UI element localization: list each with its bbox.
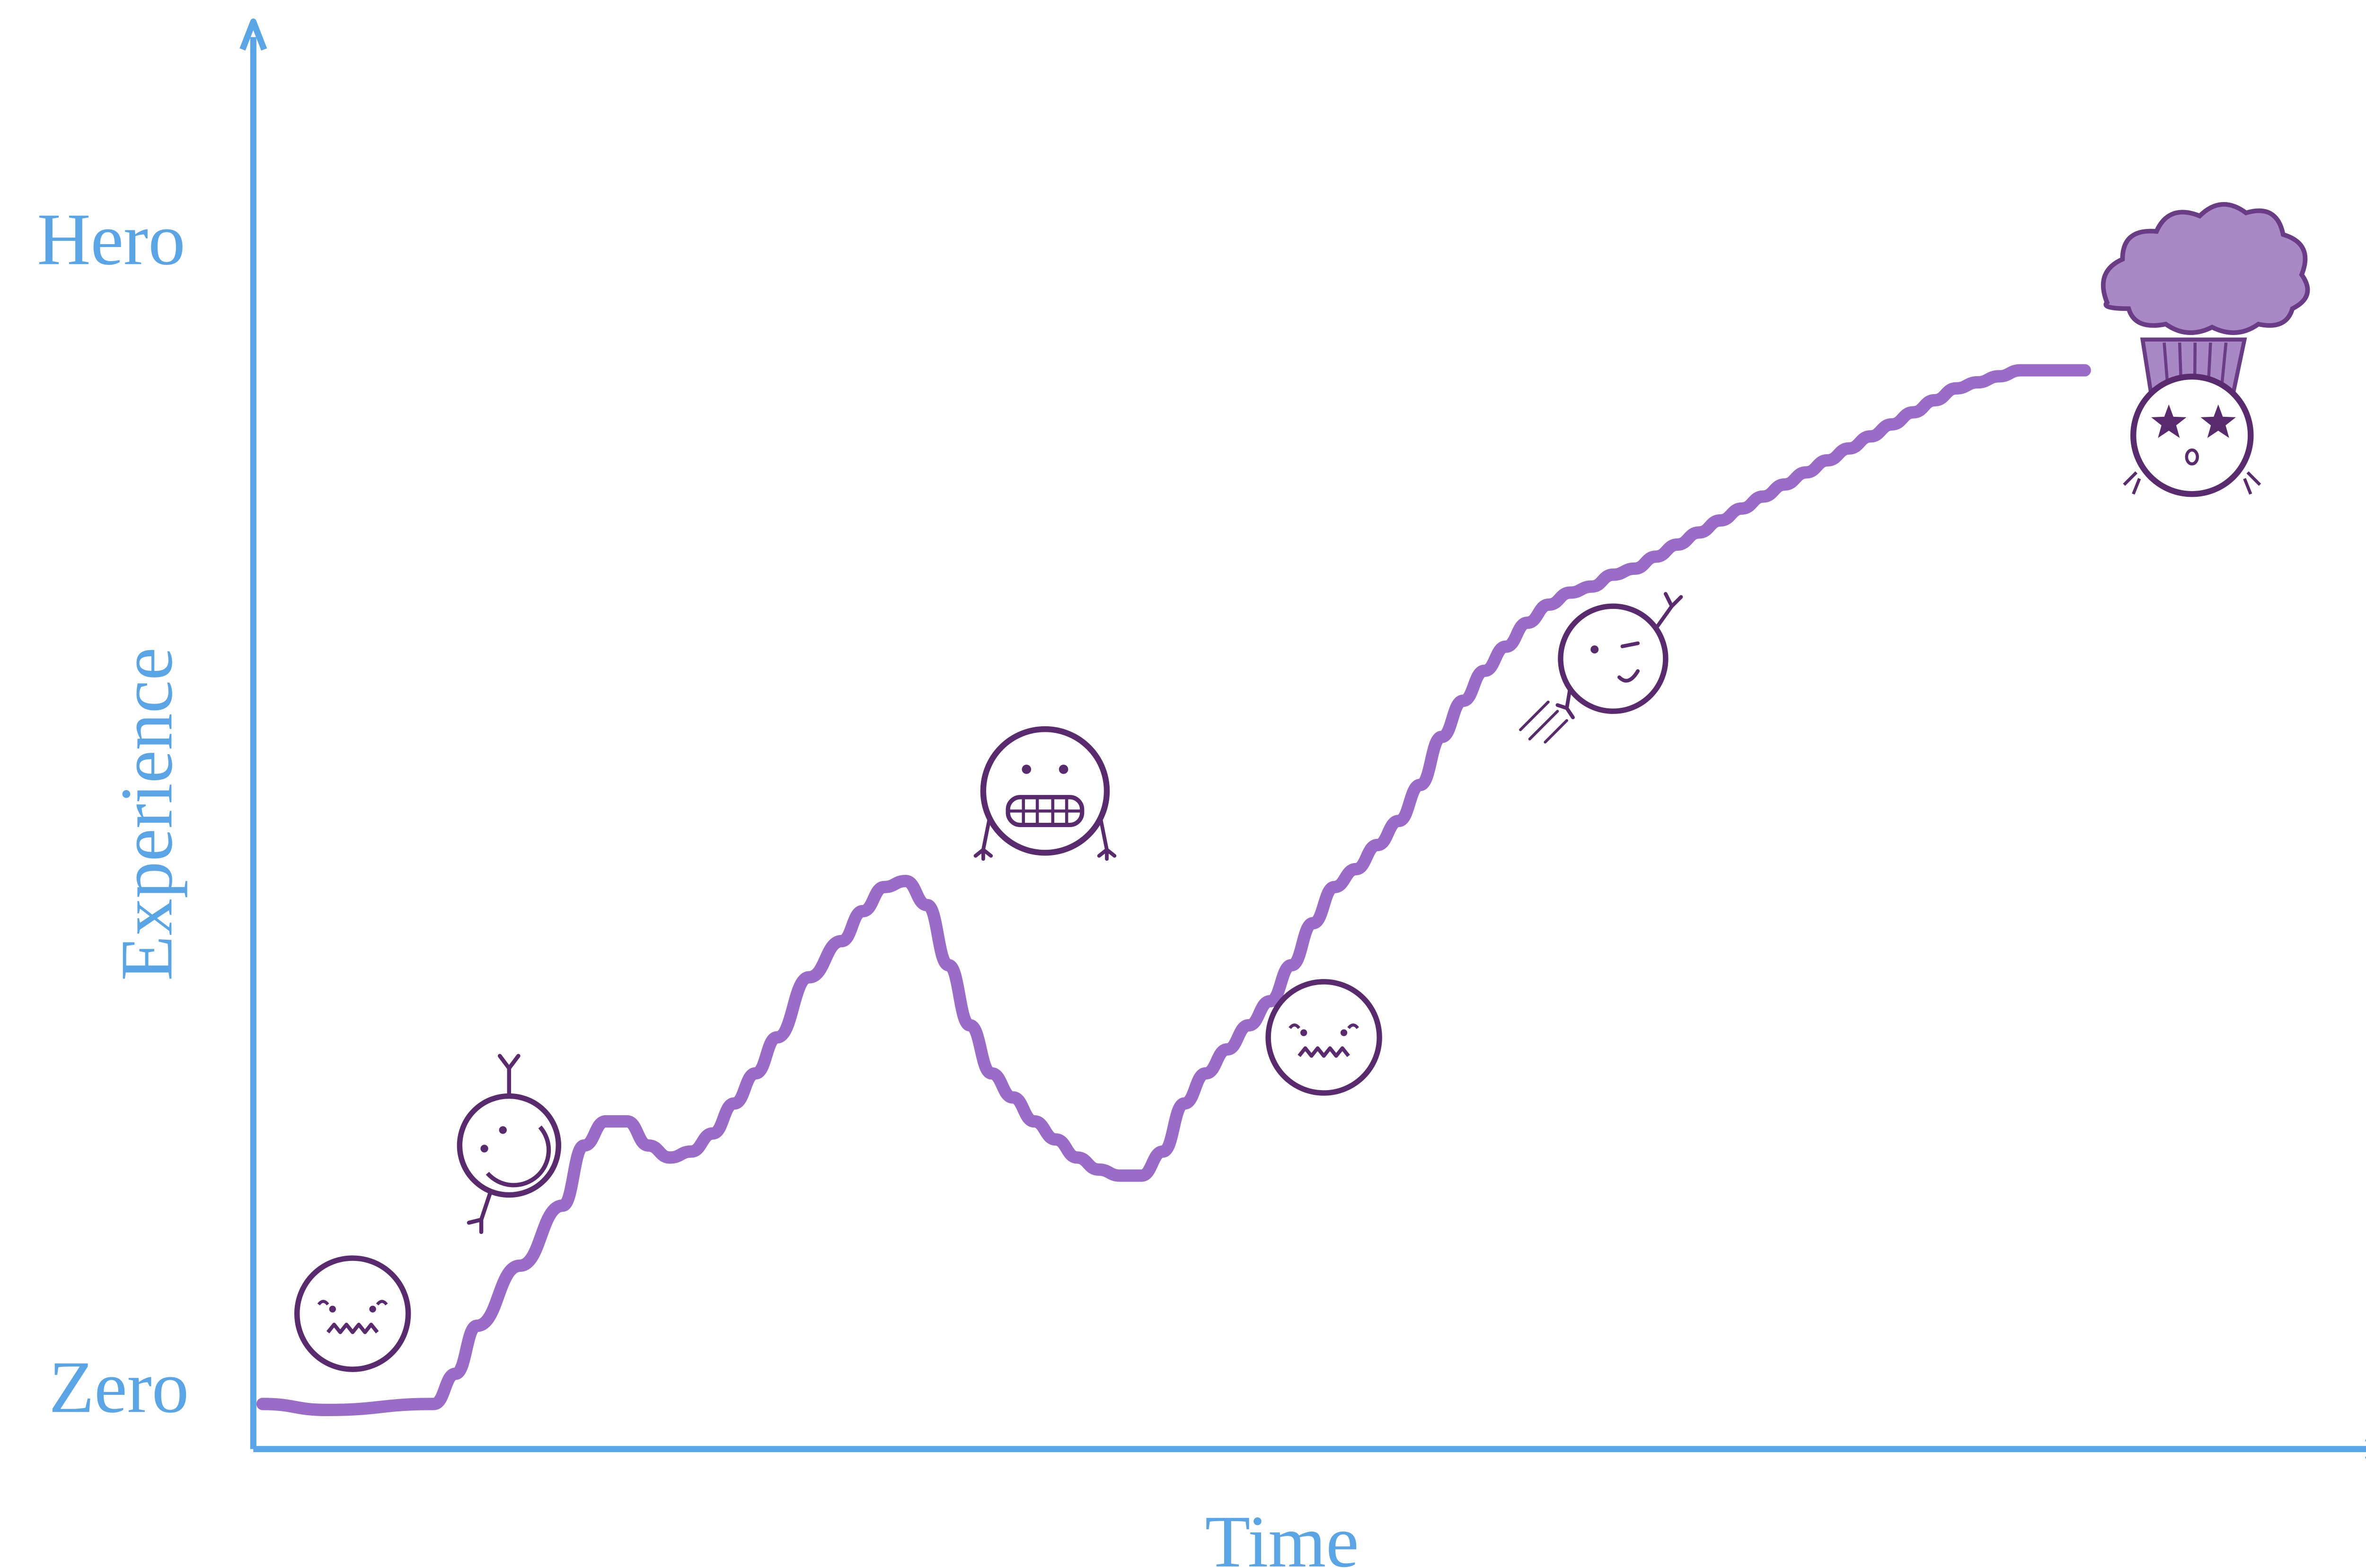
series-line	[256, 364, 2091, 1417]
winking-running-face-icon	[1519, 592, 1683, 744]
exploding-head-star-eyes-icon	[2101, 202, 2310, 497]
worried-face-icon	[294, 1255, 411, 1372]
annotation-icons	[294, 202, 2310, 1372]
grimacing-face-icon	[973, 726, 1117, 861]
x-axis-label: Time	[1205, 1500, 1359, 1568]
y-axis-arrowhead	[239, 18, 267, 51]
y-axis-label: Experience	[105, 647, 187, 981]
ytick-label-zero: Zero	[49, 1346, 189, 1428]
upside-down-waving-face-icon	[457, 1054, 561, 1234]
axes	[239, 18, 2366, 1460]
worried-face-icon	[1265, 979, 1382, 1096]
ytick-label-hero: Hero	[37, 198, 185, 280]
